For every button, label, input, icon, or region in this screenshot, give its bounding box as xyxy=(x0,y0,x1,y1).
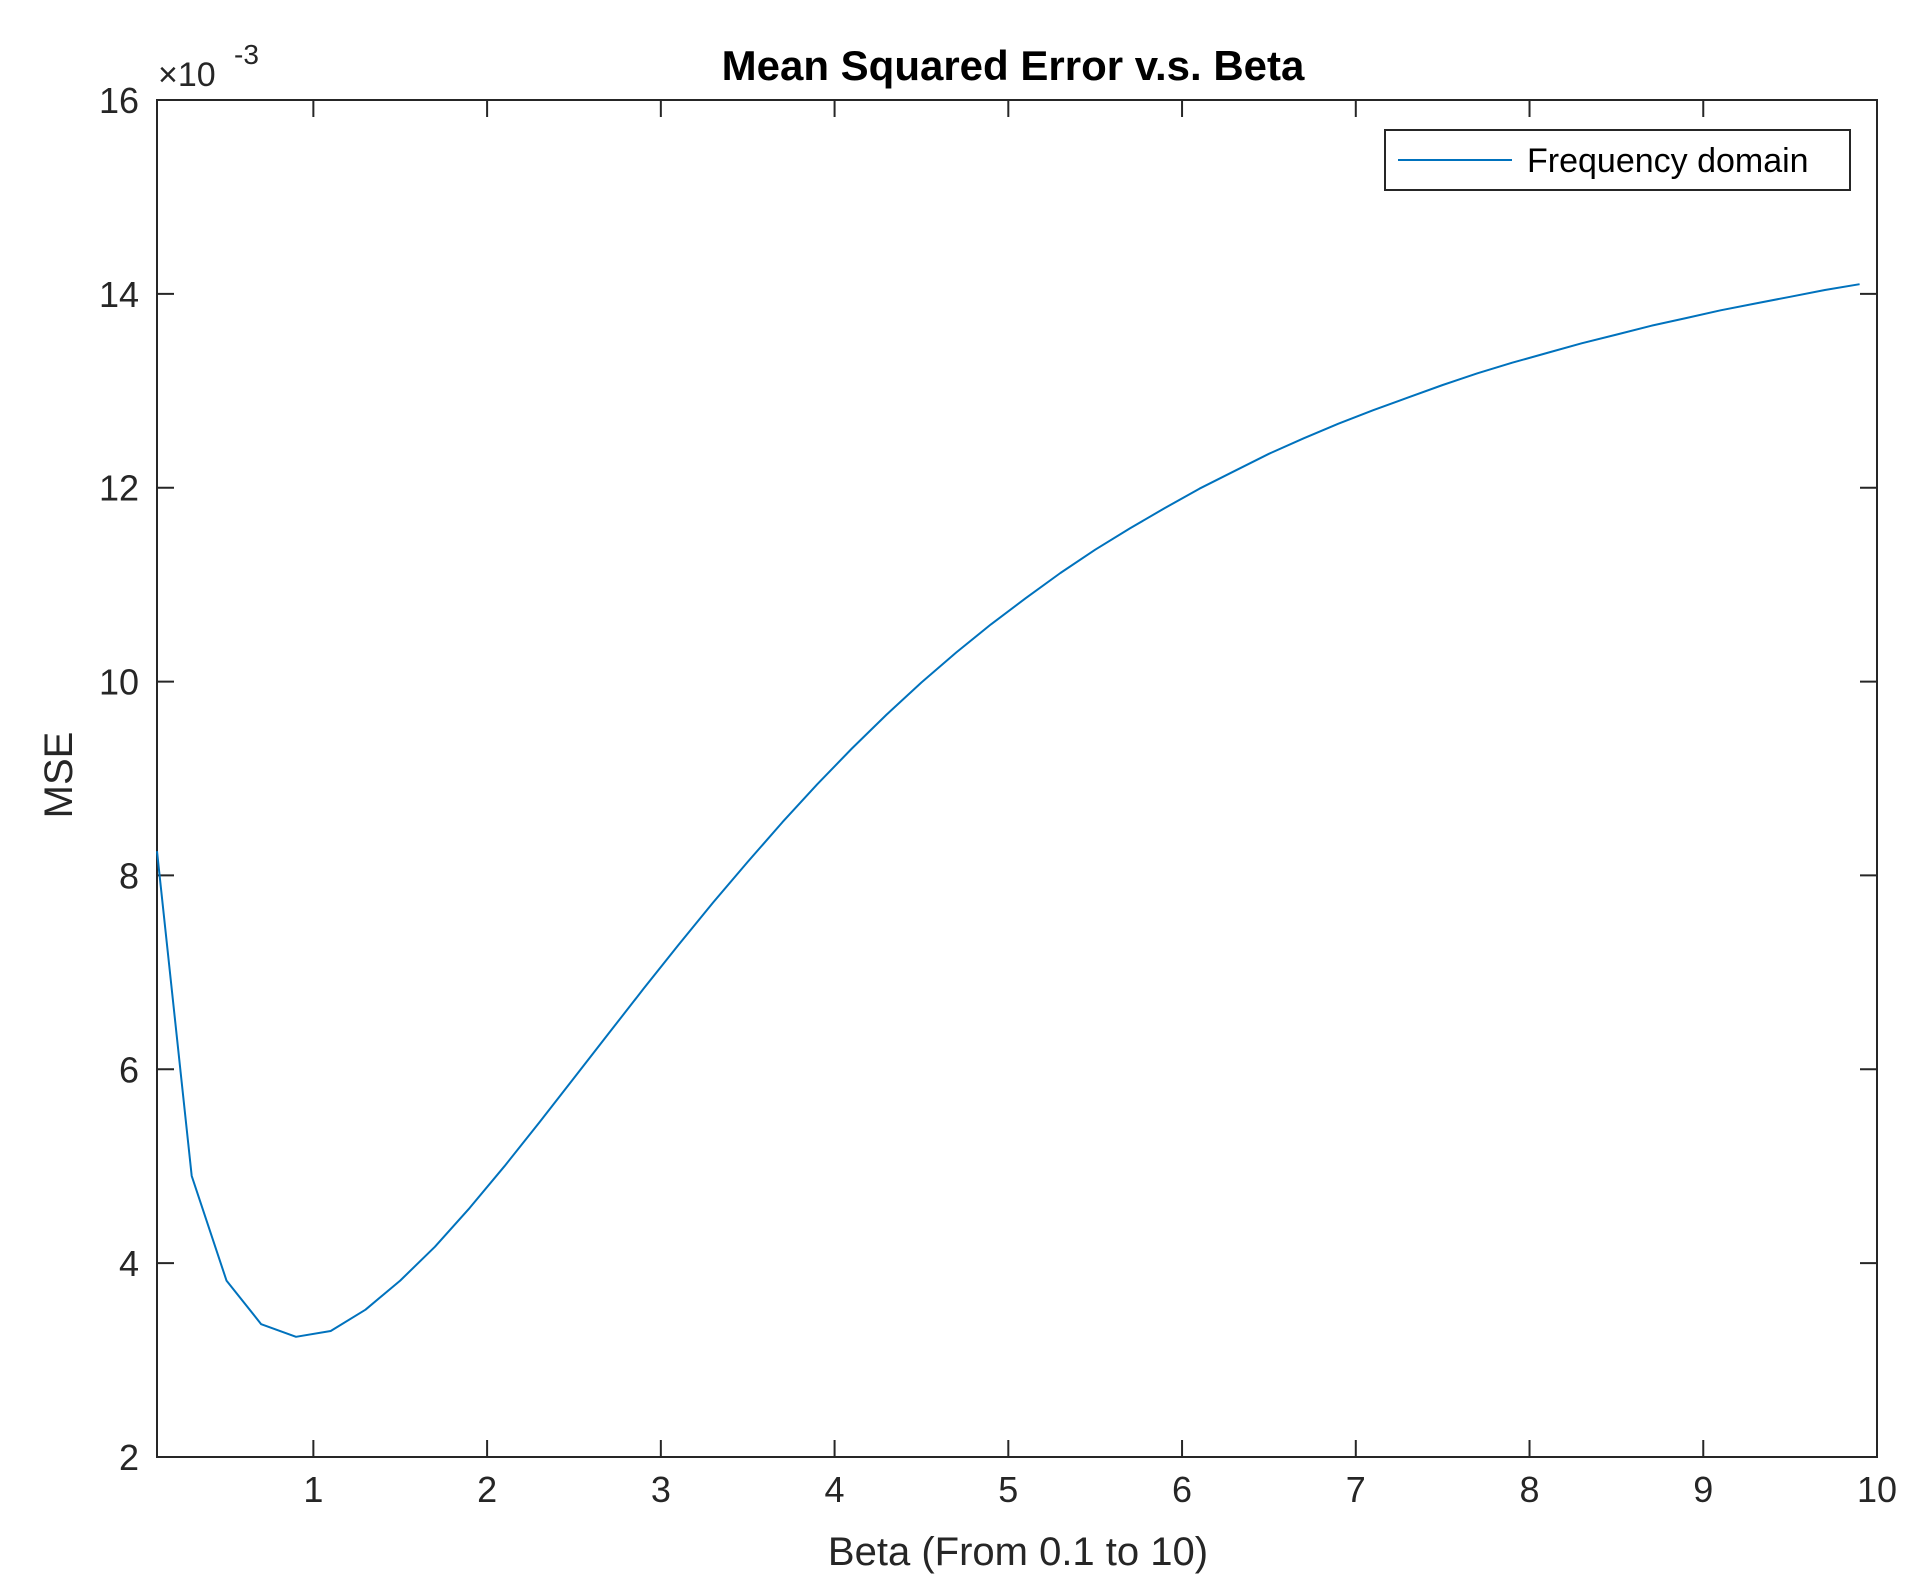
y-axis-label: MSE xyxy=(37,732,81,819)
legend-entry-label: Frequency domain xyxy=(1527,142,1809,180)
series-layer xyxy=(156,283,1860,1338)
legend: Frequency domain xyxy=(1384,129,1851,191)
y-exponent-power: -3 xyxy=(234,39,259,70)
y-exponent-base: ×10 xyxy=(158,56,216,94)
y-tick-label: 8 xyxy=(119,855,139,896)
chart-title: Mean Squared Error v.s. Beta xyxy=(722,42,1305,89)
y-tick-label: 6 xyxy=(119,1049,139,1090)
y-tick-label: 16 xyxy=(99,80,139,121)
x-tick-label: 3 xyxy=(651,1469,671,1510)
plot-area xyxy=(156,99,1878,1458)
x-tick-label: 6 xyxy=(1172,1469,1192,1510)
x-axis-label: Beta (From 0.1 to 10) xyxy=(828,1530,1208,1574)
x-tick-label: 7 xyxy=(1346,1469,1366,1510)
tick-marks xyxy=(157,99,1878,1458)
y-axis-exponent: ×10 -3 xyxy=(158,39,259,94)
x-tick-label: 5 xyxy=(998,1469,1018,1510)
x-tick-label: 4 xyxy=(825,1469,845,1510)
x-tick-label: 1 xyxy=(303,1469,323,1510)
x-tick-label: 8 xyxy=(1520,1469,1540,1510)
x-tick-label: 2 xyxy=(477,1469,497,1510)
x-tick-label: 10 xyxy=(1857,1469,1897,1510)
y-tick-label: 14 xyxy=(99,274,139,315)
series-line xyxy=(156,283,1860,1338)
axes-frame xyxy=(156,99,1878,1458)
y-tick-label: 12 xyxy=(99,468,139,509)
x-tick-label: 9 xyxy=(1693,1469,1713,1510)
y-tick-label: 10 xyxy=(99,662,139,703)
y-tick-label: 4 xyxy=(119,1243,139,1284)
y-tick-label: 2 xyxy=(119,1437,139,1478)
